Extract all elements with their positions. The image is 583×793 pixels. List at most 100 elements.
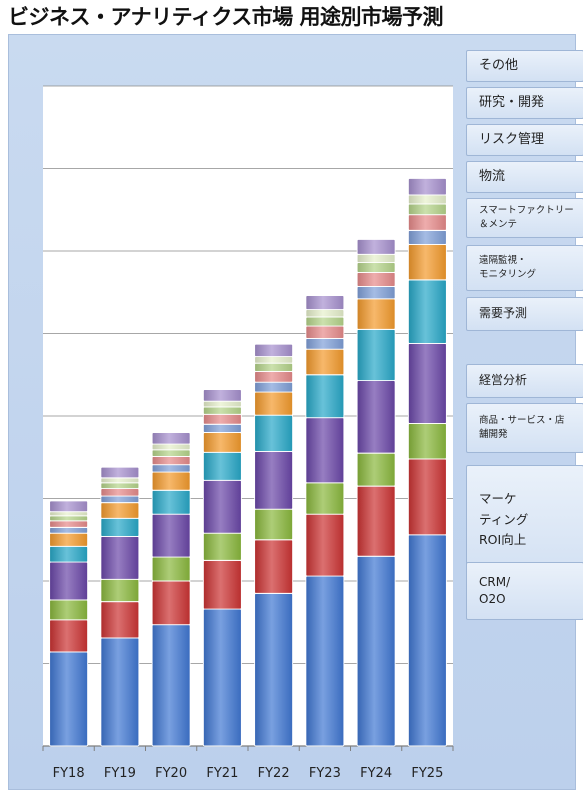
- bar-segment: [254, 451, 294, 510]
- legend-entry: 商品・サービス・店 舗開発: [466, 403, 583, 453]
- bar-segment: [254, 391, 294, 416]
- bar-segment: [151, 432, 191, 445]
- bars: [49, 177, 447, 747]
- bar-segment: [49, 500, 89, 513]
- bar-segment: [356, 253, 396, 264]
- legend-entry: 経営分析: [466, 364, 583, 398]
- bar-segment: [49, 526, 89, 534]
- bar-segment: [305, 575, 345, 747]
- bar-segment: [49, 532, 89, 547]
- bar-segment: [305, 295, 345, 311]
- bar-segment: [202, 559, 242, 610]
- bar-segment: [254, 539, 294, 594]
- bar-segment: [356, 238, 396, 255]
- bar-segment: [49, 515, 89, 522]
- bar-segment: [407, 177, 447, 196]
- legend-entry: 研究・開発: [466, 87, 583, 119]
- legend-entry: その他: [466, 50, 583, 82]
- bar-segment: [151, 513, 191, 558]
- bar-segment: [254, 508, 294, 541]
- x-tick-label: FY25: [411, 766, 443, 781]
- bar-segment: [356, 452, 396, 487]
- chart-title: ビジネス・アナリティクス市場 用途別市場予測: [8, 5, 444, 29]
- bar-segment: [305, 338, 345, 350]
- legend-entry: 遠隔監視・ モニタリング: [466, 245, 583, 291]
- bar-segment: [202, 400, 242, 408]
- bar-segment: [407, 229, 447, 245]
- bar-segment: [356, 286, 396, 300]
- bar-segment: [202, 532, 242, 561]
- bar-segment: [407, 214, 447, 231]
- bar-segment: [100, 637, 140, 747]
- x-tick-label: FY21: [206, 766, 238, 781]
- bar-segment: [407, 203, 447, 216]
- bar-segment: [356, 485, 396, 557]
- bar-segment: [151, 471, 191, 491]
- bar-segment: [202, 406, 242, 415]
- x-tick-label: FY23: [309, 766, 341, 781]
- bar-segment: [305, 325, 345, 339]
- bar-segment: [202, 479, 242, 534]
- bar-segment: [254, 343, 294, 358]
- x-tick-label: FY24: [360, 766, 392, 781]
- bar-segment: [100, 517, 140, 537]
- bar-segment: [100, 601, 140, 639]
- x-tick-label: FY18: [53, 766, 85, 781]
- bar-segment: [202, 423, 242, 433]
- x-axis: FY18 FY19 FY20 FY21 FY22 FY23 FY24 FY25: [42, 746, 454, 781]
- bar-segment: [202, 608, 242, 747]
- bar-segment: [254, 414, 294, 452]
- bar-segment: [100, 502, 140, 519]
- bar-segment: [356, 271, 396, 287]
- bar-segment: [151, 556, 191, 582]
- bar-segment: [202, 451, 242, 481]
- bar-segment: [305, 417, 345, 484]
- bar-segment: [305, 374, 345, 419]
- bar-segment: [151, 489, 191, 515]
- legend-entry: 物流: [466, 161, 583, 193]
- bar-segment: [151, 464, 191, 473]
- legend-entry: CRM/ O2O: [466, 562, 583, 620]
- bar-segment: [407, 422, 447, 460]
- bar-segment: [305, 309, 345, 318]
- bar-segment: [356, 555, 396, 747]
- bar-segment: [49, 545, 89, 563]
- bar-segment: [49, 561, 89, 601]
- bar-segment: [407, 342, 447, 424]
- bar-segment: [356, 262, 396, 273]
- bar-segment: [407, 534, 447, 747]
- bar-segment: [254, 381, 294, 393]
- x-tick-label: FY19: [104, 766, 136, 781]
- bar-segment: [305, 513, 345, 577]
- bar-segment: [151, 449, 191, 457]
- bar-segment: [100, 495, 140, 504]
- legend-entry: リスク管理: [466, 124, 583, 156]
- bar-segment: [407, 194, 447, 205]
- x-tick-label: FY22: [258, 766, 290, 781]
- bar-segment: [254, 362, 294, 372]
- x-tick-label: FY20: [155, 766, 187, 781]
- bar-segment: [407, 458, 447, 536]
- legend-entry: スマートファクトリー ＆メンテ: [466, 198, 583, 238]
- bar-segment: [49, 520, 89, 528]
- bar-segment: [254, 356, 294, 364]
- bar-segment: [305, 316, 345, 327]
- bar-segment: [100, 466, 140, 479]
- bar-segment: [356, 328, 396, 381]
- bar-segment: [202, 432, 242, 453]
- bar-segment: [202, 389, 242, 402]
- stacked-bar-chart: FY18 FY19 FY20 FY21 FY22 FY23 FY24 FY25: [42, 85, 454, 781]
- bar-segment: [49, 619, 89, 653]
- bar-segment: [49, 511, 89, 517]
- bar-segment: [356, 298, 396, 330]
- bar-segment: [356, 380, 396, 454]
- legend-entry: マーケ ティング ROI向上: [466, 465, 583, 575]
- bar-segment: [151, 580, 191, 626]
- bar-segment: [407, 279, 447, 344]
- bar-segment: [100, 578, 140, 603]
- bar-segment: [151, 455, 191, 466]
- bar-segment: [407, 243, 447, 281]
- bar-segment: [100, 536, 140, 580]
- bar-segment: [254, 371, 294, 383]
- bar-segment: [305, 348, 345, 376]
